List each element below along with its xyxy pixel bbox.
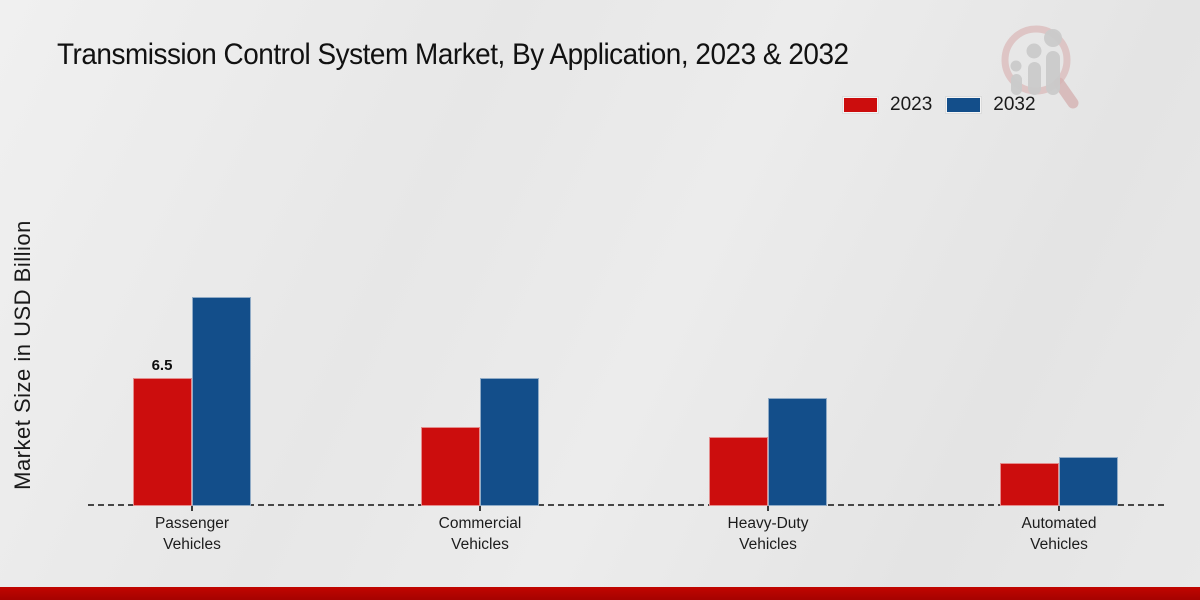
x-axis-tick <box>479 506 481 511</box>
legend-item-2032: 2032 <box>946 94 1036 116</box>
legend: 2023 2032 <box>843 94 1036 116</box>
bar-2032-automated-vehicles <box>1059 457 1118 506</box>
bar-2023-commercial-vehicles <box>421 427 480 506</box>
magnifier-bar-chart-logo <box>1001 25 1079 109</box>
category-label-commercial-vehicles: Commercial Vehicles <box>438 515 522 553</box>
bar-2032-commercial-vehicles <box>480 378 539 506</box>
bar-2023-automated-vehicles <box>1000 463 1059 506</box>
data-label-2023: 6.5 <box>151 357 173 374</box>
x-axis-tick <box>767 506 769 511</box>
x-axis-line <box>88 504 1164 506</box>
category-label-passenger-vehicles: Passenger Vehicles <box>154 515 230 553</box>
x-axis-tick <box>1058 506 1060 511</box>
category-label-automated-vehicles: Automated Vehicles <box>1021 515 1097 553</box>
bar-2023-passenger-vehicles <box>133 378 192 506</box>
legend-item-2023: 2023 <box>843 94 932 116</box>
bar-2032-passenger-vehicles <box>192 297 251 506</box>
x-axis-tick <box>191 506 193 511</box>
legend-label-2032: 2032 <box>993 94 1036 115</box>
chart-title: Transmission Control System Market, By A… <box>57 38 849 71</box>
footer-brand-bar <box>0 587 1200 600</box>
bar-2023-heavy-duty-vehicles <box>709 437 768 506</box>
category-label-heavy-duty-vehicles: Heavy-Duty Vehicles <box>727 515 809 553</box>
legend-label-2023: 2023 <box>890 94 933 115</box>
legend-swatch-2023 <box>843 97 878 113</box>
legend-swatch-2032 <box>946 97 982 113</box>
bar-2032-heavy-duty-vehicles <box>768 398 827 506</box>
